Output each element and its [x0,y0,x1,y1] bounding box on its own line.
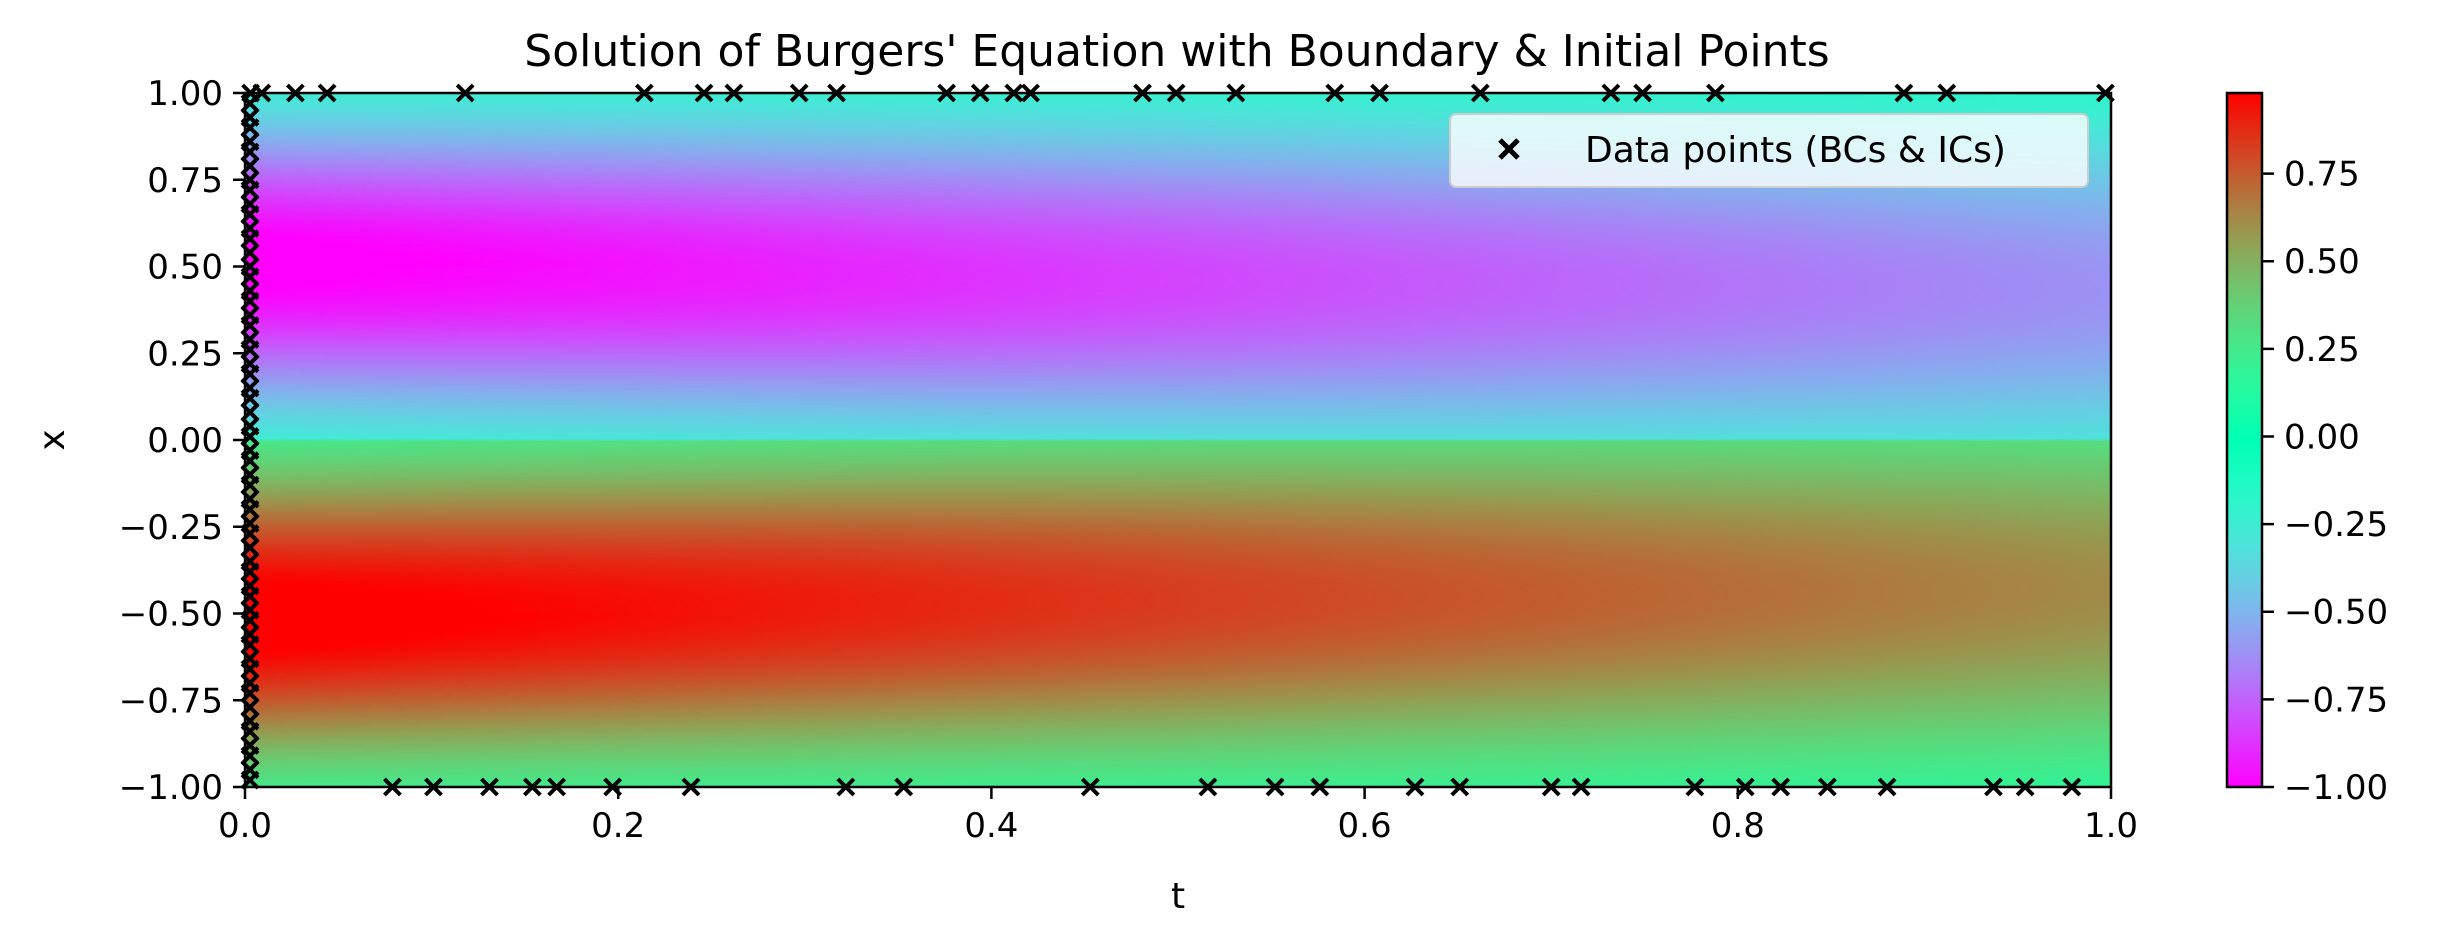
plot-area [240,83,2115,797]
legend-marker-icon [1498,138,1520,160]
colorbar-tick-label: 0.25 [2284,330,2360,370]
colorbar-axis: 0.75 0.50 0.25 0.00 −0.25 −0.50 −0.75 −1.00 [2262,155,2388,808]
colorbar-strip [2227,93,2262,787]
y-axis: 1.00 0.75 0.50 0.25 0.00 −0.25 −0.50 −0.75 −1.00 [119,74,245,808]
x-tick-label: 1.0 [2084,806,2138,846]
y-tick-label: 0.75 [147,161,223,201]
legend-label: Data points (BCs & ICs) [1585,130,2006,171]
colorbar-tick-label: 0.00 [2284,417,2360,457]
y-tick-label: 0.50 [147,248,223,288]
chart-title: Solution of Burgers' Equation with Bound… [524,26,1829,77]
legend-box [1449,113,2089,188]
heatmap [245,93,2111,787]
y-tick-label: 0.00 [147,421,223,461]
y-tick-label: 0.25 [147,334,223,374]
x-tick-label: 0.0 [218,806,272,846]
colorbar-tick-label: 0.75 [2284,155,2360,195]
y-tick-label: 1.00 [147,74,223,114]
colorbar-tick-label: −0.75 [2284,680,2388,720]
colorbar-frame [2225,91,2264,789]
x-axis: 0.0 0.2 0.4 0.6 0.8 1.0 [218,787,2138,846]
y-tick-label: −1.00 [119,768,223,808]
colorbar-tick-label: 0.50 [2284,242,2360,282]
colorbar-tick-label: −1.00 [2284,768,2388,808]
y-axis-label: x [32,429,73,450]
x-tick-label: 0.6 [1338,806,1392,846]
y-tick-label: −0.50 [119,595,223,635]
y-tick-label: −0.75 [119,681,223,721]
x-tick-label: 0.8 [1711,806,1765,846]
legend: Data points (BCs & ICs) [1449,113,2089,188]
colorbar: 0.75 0.50 0.25 0.00 −0.25 −0.50 −0.75 −1.00 [2225,91,2388,808]
x-axis-label: t [1171,876,1185,917]
x-tick-label: 0.4 [964,806,1018,846]
y-tick-label: −0.25 [119,508,223,548]
colorbar-tick-label: −0.50 [2284,593,2388,633]
colorbar-tick-label: −0.25 [2284,505,2388,545]
x-tick-label: 0.2 [591,806,645,846]
